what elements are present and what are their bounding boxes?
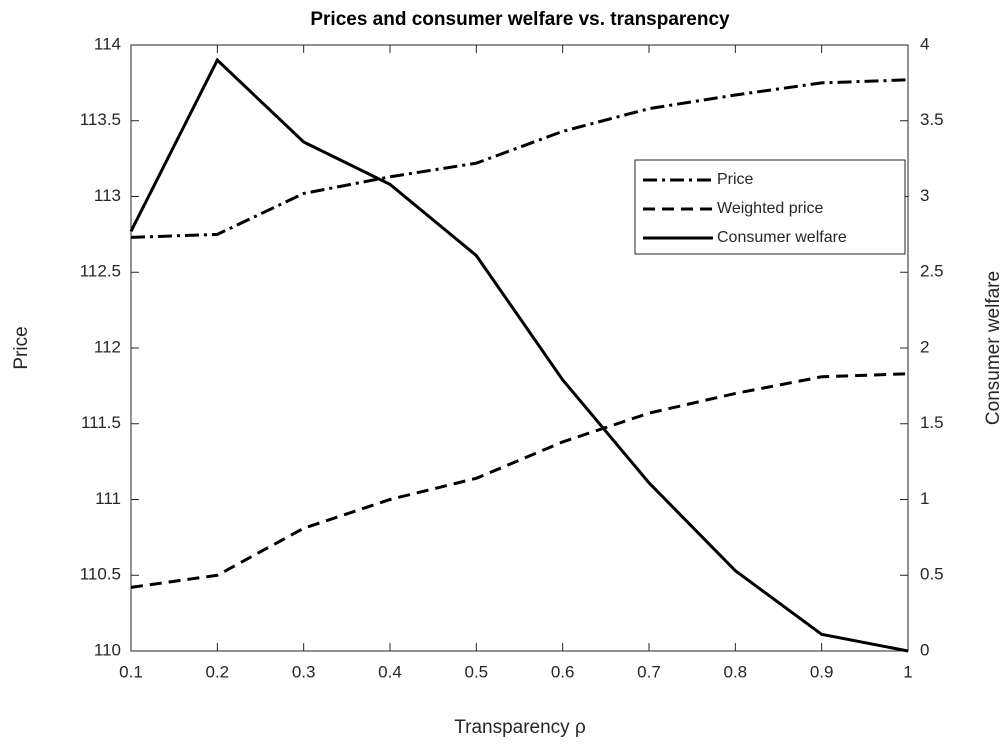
x-tick-label: 0.4: [378, 662, 402, 681]
x-tick-label: 0.9: [810, 662, 834, 681]
y-tick-label: 112: [94, 337, 121, 356]
x-tick-label: 0.7: [637, 662, 661, 681]
x-tick-label: 1: [903, 662, 912, 681]
y2-tick-label: 4: [920, 34, 929, 53]
y2-axis-label: Consumer welfare: [983, 271, 1004, 425]
x-tick-label: 0.5: [465, 662, 489, 681]
y2-tick-label: 0.5: [920, 565, 944, 584]
y-tick-label: 110: [94, 640, 121, 659]
y-axis-label: Price: [11, 326, 32, 369]
y2-tick-label: 0: [920, 640, 929, 659]
y-tick-label: 112.5: [80, 262, 121, 281]
y2-tick-label: 1: [920, 489, 929, 508]
y-tick-label: 110.5: [80, 565, 121, 584]
y-tick-label: 113.5: [80, 110, 121, 129]
x-tick-label: 0.2: [206, 662, 230, 681]
chart-title: Prices and consumer welfare vs. transpar…: [310, 9, 730, 30]
y2-tick-label: 1.5: [920, 413, 944, 432]
y-tick-label: 111: [95, 489, 121, 508]
legend-label: Price: [717, 171, 754, 188]
legend-label: Weighted price: [717, 200, 824, 217]
y-tick-label: 113: [94, 186, 121, 205]
x-axis-label: Transparency ρ: [454, 717, 586, 738]
x-tick-label: 0.1: [119, 662, 143, 681]
y2-tick-label: 2: [920, 337, 929, 356]
x-tick-label: 0.3: [292, 662, 316, 681]
x-tick-label: 0.8: [724, 662, 748, 681]
y-tick-label: 114: [94, 34, 121, 53]
x-tick-label: 0.6: [551, 662, 575, 681]
y2-tick-label: 3.5: [920, 110, 944, 129]
y-tick-label: 111.5: [81, 413, 121, 432]
line-series: [129, 57, 909, 653]
y2-tick-label: 3: [920, 186, 929, 205]
line-series: [130, 78, 909, 239]
legend-label: Consumer welfare: [717, 229, 847, 246]
y2-tick-label: 2.5: [920, 262, 944, 281]
line-series: [130, 372, 909, 589]
